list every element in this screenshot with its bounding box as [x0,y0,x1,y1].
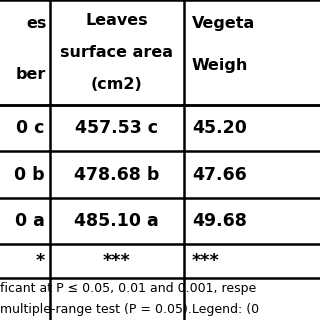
Text: Leaves: Leaves [85,13,148,28]
Text: 49.68: 49.68 [192,212,247,230]
Text: ber: ber [16,68,46,82]
Text: ***: *** [103,252,131,270]
Text: *: * [36,252,45,270]
Text: 0 c: 0 c [16,119,45,137]
Text: ficant at P ≤ 0.05, 0.01 and 0.001, respe: ficant at P ≤ 0.05, 0.01 and 0.001, resp… [0,283,256,295]
Text: 47.66: 47.66 [192,165,247,184]
Text: es: es [26,16,46,31]
Text: Vegeta: Vegeta [192,16,255,31]
Text: (cm2): (cm2) [91,77,143,92]
Text: 485.10 a: 485.10 a [75,212,159,230]
Text: ***: *** [192,252,220,270]
Text: 45.20: 45.20 [192,119,247,137]
Text: 0 b: 0 b [14,165,45,184]
Text: surface area: surface area [60,45,173,60]
Text: multiple-range test (P = 0.05).Legend: (0: multiple-range test (P = 0.05).Legend: (… [0,303,259,316]
Text: Weigh: Weigh [192,58,248,73]
Text: 0 a: 0 a [15,212,45,230]
Text: 457.53 c: 457.53 c [75,119,158,137]
Text: 478.68 b: 478.68 b [74,165,159,184]
